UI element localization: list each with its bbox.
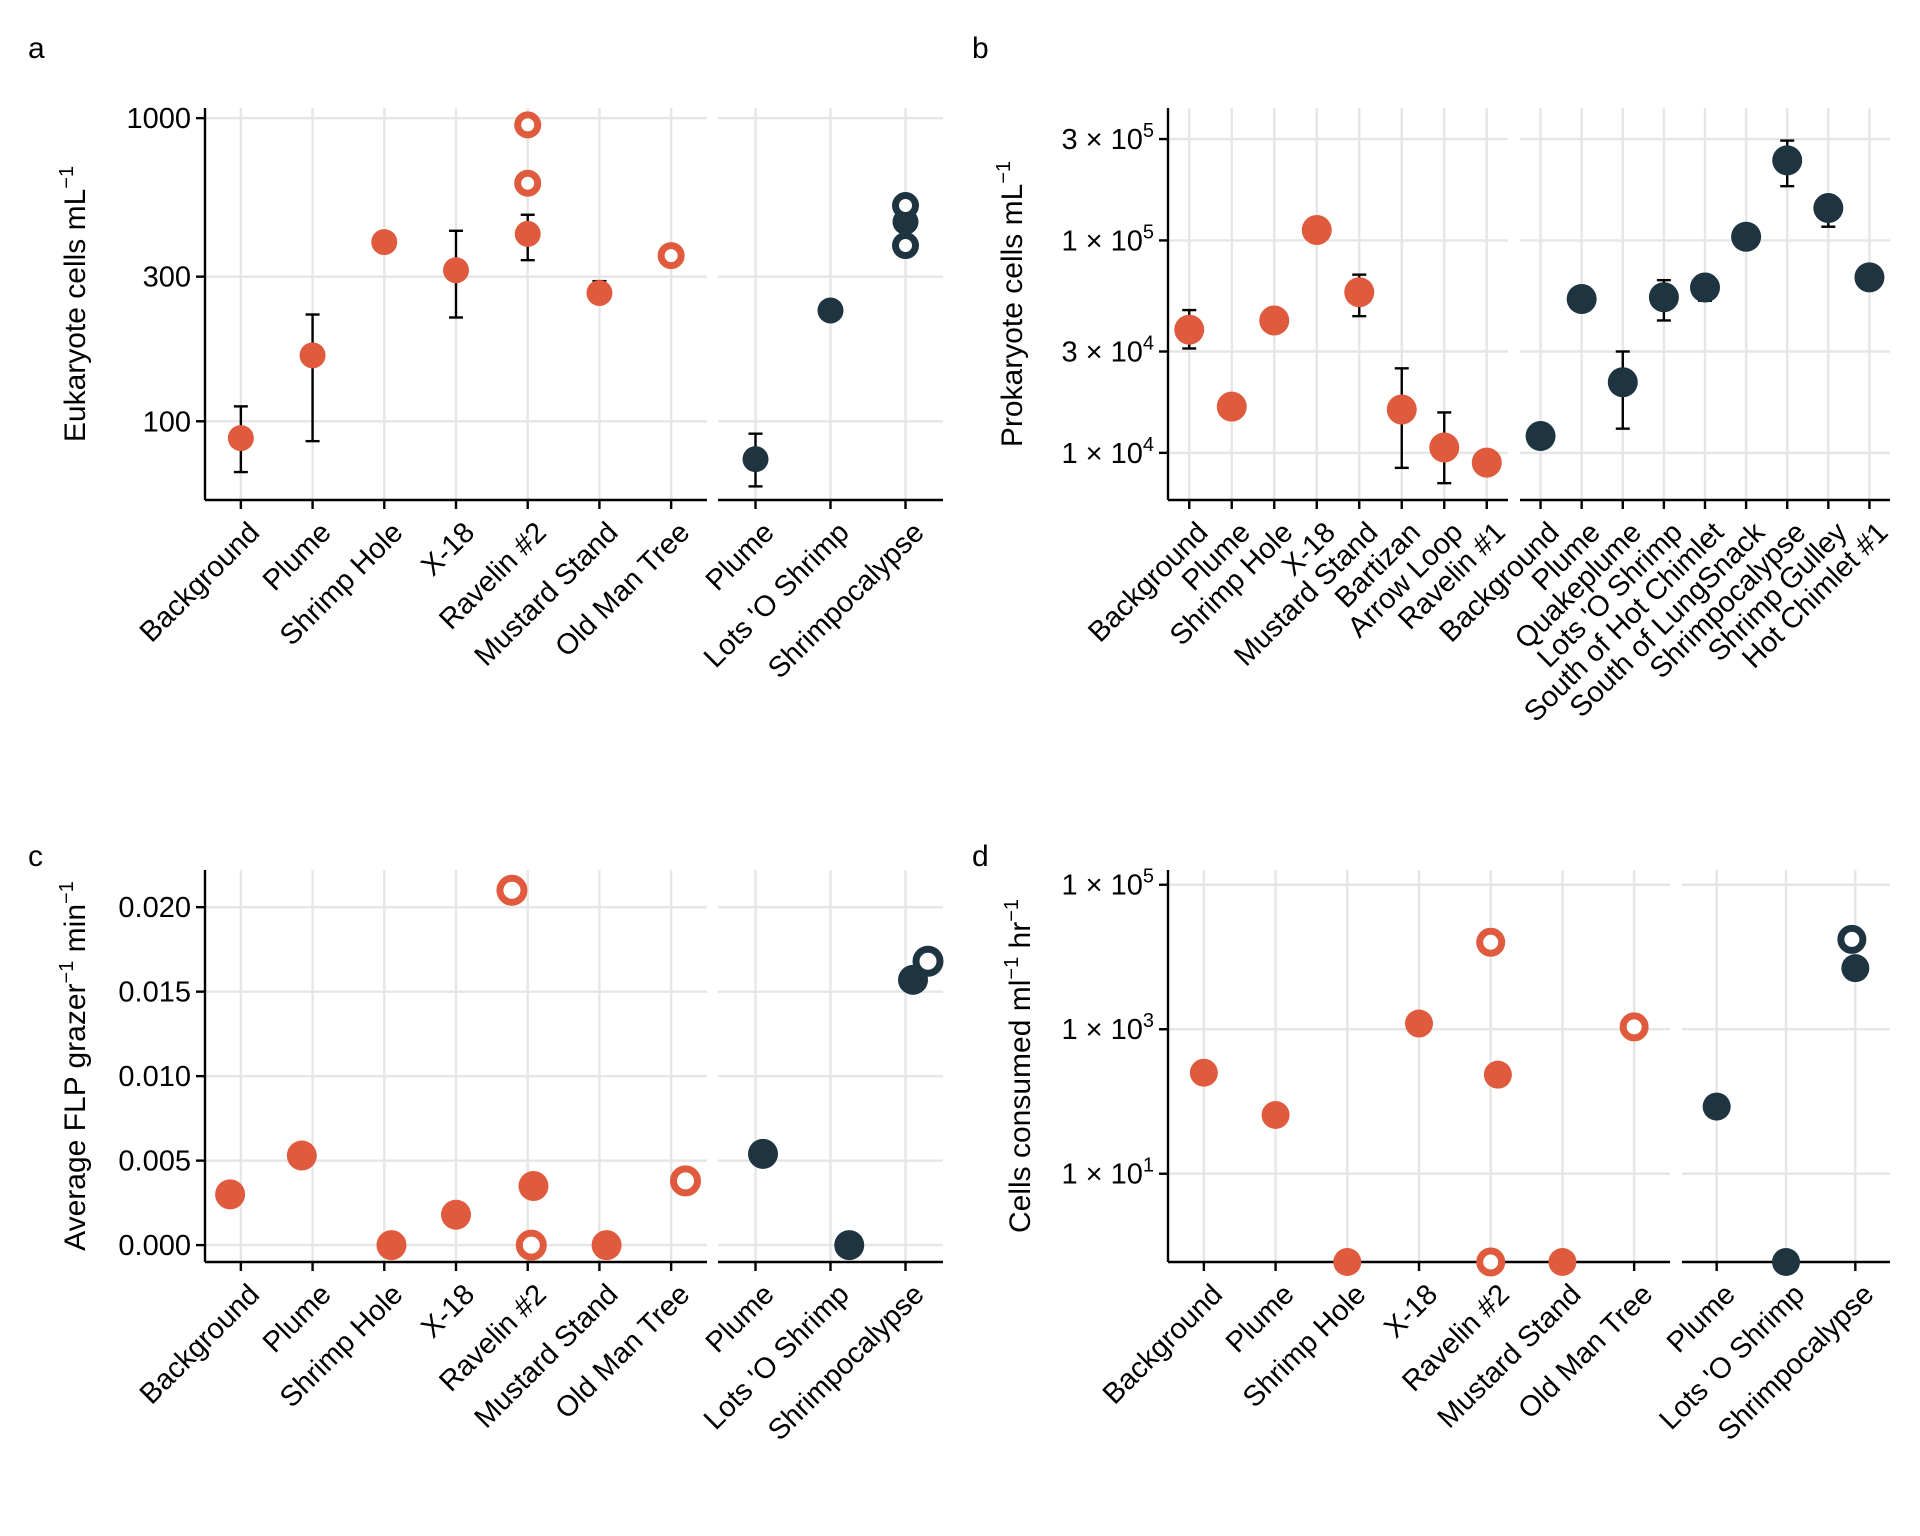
data-point: [227, 425, 254, 452]
y-tick-label: 1 × 104: [1061, 434, 1154, 470]
data-point: [1525, 421, 1556, 452]
y-axis-title: Average FLP grazer−1​ min−1​: [56, 881, 92, 1251]
data-point-hollow: [912, 945, 944, 977]
y-axis-title: Prokaryote cells mL−1​: [993, 161, 1029, 447]
panel-label-d: d: [972, 840, 989, 873]
data-point: [1189, 1058, 1218, 1087]
data-point: [299, 342, 326, 369]
data-point: [1333, 1248, 1362, 1276]
data-point: [1548, 1248, 1577, 1276]
data-point: [1854, 262, 1885, 293]
data-point-hollow: [1476, 1247, 1506, 1277]
data-point: [1772, 1248, 1800, 1276]
data-point: [376, 1230, 407, 1261]
data-point: [817, 297, 844, 324]
data-point: [1483, 1060, 1512, 1089]
y-tick-label: 1 × 105: [1061, 221, 1154, 257]
data-point-hollow: [892, 232, 919, 260]
data-point: [215, 1179, 246, 1210]
data-point: [1607, 367, 1638, 398]
data-point: [1702, 1092, 1731, 1121]
y-tick-label: 0.010: [118, 1061, 191, 1093]
data-point: [1259, 305, 1290, 336]
x-tick-label-x-18: X-18: [415, 516, 481, 582]
panel-label-c: c: [28, 840, 43, 873]
data-point: [1429, 432, 1460, 463]
y-tick-label: 1000: [126, 103, 191, 135]
data-point: [1813, 193, 1844, 224]
data-point: [514, 220, 541, 247]
y-tick-label: 0.005: [118, 1146, 191, 1178]
data-point: [1648, 282, 1679, 313]
data-point: [1174, 314, 1205, 345]
data-point: [1216, 391, 1247, 422]
data-point: [591, 1230, 622, 1261]
y-tick-label: 1 × 103: [1061, 1010, 1154, 1046]
data-point-hollow: [892, 192, 919, 220]
data-point: [748, 1138, 778, 1169]
data-point: [1261, 1100, 1290, 1129]
x-tick-label-background: Background: [134, 1278, 266, 1410]
data-point: [1841, 954, 1870, 983]
data-point: [518, 1170, 549, 1201]
data-point: [1301, 214, 1332, 245]
y-tick-label: 1 × 105: [1061, 866, 1154, 902]
data-point: [586, 279, 613, 306]
data-point: [371, 229, 398, 256]
data-point: [1731, 221, 1762, 252]
y-tick-label: 3 × 105: [1061, 120, 1154, 156]
y-axis-title: Eukaryote cells mL−1​: [56, 166, 92, 442]
y-tick-label: 1 × 101: [1061, 1155, 1154, 1191]
x-tick-label-x-18: X-18: [415, 1278, 481, 1344]
x-tick-label-background: Background: [134, 516, 266, 648]
data-point: [1772, 145, 1803, 176]
data-point: [1386, 394, 1417, 425]
data-point-hollow: [1619, 1012, 1649, 1042]
data-point-hollow: [1476, 927, 1506, 957]
data-point-hollow: [657, 242, 685, 270]
data-point: [1405, 1009, 1433, 1038]
y-axis-title: Cells consumed ml−1​ hr−1​: [1001, 899, 1037, 1233]
data-point-hollow: [1837, 924, 1867, 954]
data-point-hollow: [515, 1229, 547, 1261]
y-tick-label: 0.020: [118, 892, 191, 924]
data-point: [1690, 272, 1720, 303]
y-tick-label: 3 × 104: [1061, 333, 1154, 369]
data-point: [441, 1199, 471, 1230]
data-point: [834, 1230, 865, 1261]
data-point-hollow: [514, 111, 542, 139]
y-tick-label: 300: [143, 262, 191, 294]
error-bar: [305, 313, 320, 443]
x-tick-label-background: Background: [1097, 1278, 1229, 1410]
data-point-hollow: [514, 169, 542, 197]
data-point: [286, 1140, 317, 1171]
data-point-hollow: [669, 1165, 701, 1197]
data-point: [742, 446, 769, 473]
data-point: [1344, 277, 1375, 308]
data-point: [443, 257, 469, 284]
data-point: [1471, 447, 1502, 478]
data-point: [1566, 283, 1597, 314]
y-tick-label: 100: [143, 406, 191, 438]
panel-label-b: b: [972, 32, 989, 65]
y-tick-label: 0.015: [118, 977, 191, 1009]
y-tick-label: 0.000: [118, 1230, 191, 1262]
data-point-hollow: [496, 874, 528, 906]
panel-label-a: a: [28, 32, 45, 65]
x-tick-label-x-18: X-18: [1378, 1278, 1444, 1344]
